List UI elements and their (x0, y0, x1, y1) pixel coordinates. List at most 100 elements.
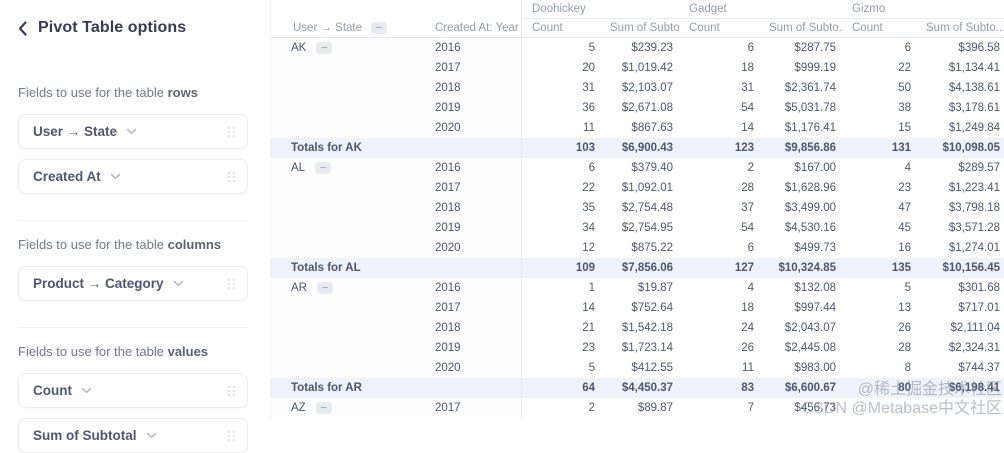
drag-handle-icon[interactable] (228, 385, 235, 396)
totals-value-cell[interactable]: $7,856.06 (601, 258, 679, 278)
totals-value-cell[interactable]: $6,198.41 (917, 378, 1004, 398)
row-state-cell[interactable] (271, 218, 401, 238)
totals-value-cell[interactable]: 83 (679, 378, 760, 398)
value-cell[interactable]: $396.58 (958, 42, 1000, 54)
collapse-icon[interactable]: – (315, 162, 332, 174)
value-cell[interactable]: 6 (747, 42, 754, 54)
row-year-cell[interactable]: 2019 (401, 338, 521, 358)
value-cell[interactable]: $2,445.08 (784, 342, 836, 354)
value-cell[interactable]: 18 (741, 62, 754, 74)
drag-handle-icon[interactable] (228, 278, 235, 289)
value-cell[interactable]: 36 (521, 98, 601, 118)
value-cell[interactable]: 31 (741, 82, 754, 94)
value-cell[interactable]: 47 (898, 202, 911, 214)
totals-value-cell[interactable]: $10,156.45 (917, 258, 1004, 278)
row-year-cell[interactable]: 2017 (401, 58, 521, 78)
value-cell[interactable]: 31 (521, 78, 601, 98)
value-cell[interactable]: $1,176.41 (784, 122, 836, 134)
value-cell[interactable]: 22 (898, 62, 911, 74)
row-year-cell[interactable]: 2016 (401, 278, 521, 298)
totals-label[interactable]: Totals for AK (271, 138, 521, 158)
value-cell[interactable]: 7 (747, 402, 754, 414)
value-cell[interactable]: $867.63 (631, 122, 673, 134)
value-cell[interactable]: $2,103.07 (621, 82, 673, 94)
value-cell[interactable]: $2,043.07 (784, 322, 836, 334)
value-cell[interactable]: 6 (521, 158, 601, 178)
value-cell[interactable]: 26 (898, 322, 911, 334)
value-cell[interactable]: $1,628.96 (784, 182, 836, 194)
value-cell[interactable]: 38 (898, 102, 911, 114)
totals-value-cell[interactable]: 103 (521, 138, 601, 158)
row-state-cell[interactable] (271, 98, 401, 118)
value-cell[interactable]: $1,134.41 (948, 62, 1000, 74)
row-state-cell[interactable]: AR – (271, 278, 401, 298)
row-year-cell[interactable]: 2017 (401, 178, 521, 198)
row-year-cell[interactable]: 2018 (401, 318, 521, 338)
row-state-cell[interactable]: AL – (271, 158, 401, 178)
value-cell[interactable]: 2 (747, 162, 754, 174)
row-year-cell[interactable]: 2020 (401, 238, 521, 258)
value-cell[interactable]: 12 (521, 238, 601, 258)
value-cell[interactable] (917, 398, 1004, 418)
value-cell[interactable]: $983.00 (794, 362, 836, 374)
totals-value-cell[interactable]: 131 (842, 138, 917, 158)
row-state-cell[interactable]: AK – (271, 38, 401, 58)
value-cell[interactable]: $717.01 (958, 302, 1000, 314)
value-cell[interactable]: 8 (904, 362, 911, 374)
row-state-cell[interactable] (271, 358, 401, 378)
value-cell[interactable]: 22 (521, 178, 601, 198)
totals-value-cell[interactable]: 80 (842, 378, 917, 398)
row-year-cell[interactable]: 2017 (401, 298, 521, 318)
value-cell[interactable]: $1,542.18 (621, 322, 673, 334)
value-cell[interactable]: $3,499.00 (784, 202, 836, 214)
value-cell[interactable]: $875.22 (631, 242, 673, 254)
row-year-cell[interactable]: 2018 (401, 78, 521, 98)
value-cell[interactable]: $1,019.42 (621, 62, 673, 74)
row-year-cell[interactable]: 2019 (401, 98, 521, 118)
totals-value-cell[interactable]: 123 (679, 138, 760, 158)
value-cell[interactable]: $2,111.04 (950, 322, 1000, 334)
value-cell[interactable]: 2 (521, 398, 601, 418)
row-header-state[interactable]: User → State – (271, 19, 401, 38)
value-cell[interactable]: $1,274.01 (948, 242, 1000, 254)
totals-value-cell[interactable]: $4,450.37 (601, 378, 679, 398)
value-cell[interactable]: 5 (521, 38, 601, 58)
collapse-icon[interactable]: – (315, 402, 332, 414)
value-cell[interactable]: $997.44 (794, 302, 836, 314)
value-cell[interactable]: 37 (741, 202, 754, 214)
drag-handle-icon[interactable] (228, 430, 235, 441)
value-cell[interactable]: $379.40 (631, 162, 673, 174)
value-cell[interactable]: 18 (741, 302, 754, 314)
row-state-cell[interactable] (271, 58, 401, 78)
field-card-sum-of-subtotal[interactable]: Sum of Subtotal (18, 418, 248, 453)
row-year-cell[interactable]: 2018 (401, 198, 521, 218)
value-cell[interactable]: 15 (898, 122, 911, 134)
value-cell[interactable]: $3,571.28 (948, 222, 1000, 234)
row-state-cell[interactable] (271, 78, 401, 98)
value-cell[interactable]: $4,530.16 (784, 222, 836, 234)
value-cell[interactable]: $5,031.78 (784, 102, 836, 114)
value-cell[interactable]: $2,671.08 (621, 102, 673, 114)
value-cell[interactable]: $456.73 (794, 402, 836, 414)
collapse-icon[interactable]: – (316, 42, 333, 54)
field-card-count[interactable]: Count (18, 373, 248, 408)
value-cell[interactable]: 14 (521, 298, 601, 318)
value-cell[interactable]: 50 (898, 82, 911, 94)
row-state-cell[interactable] (271, 198, 401, 218)
value-cell[interactable]: $412.55 (631, 362, 673, 374)
value-cell[interactable]: 35 (521, 198, 601, 218)
totals-value-cell[interactable]: $6,900.43 (601, 138, 679, 158)
value-cell[interactable]: $287.75 (794, 42, 836, 54)
back-button[interactable] (18, 20, 27, 36)
drag-handle-icon[interactable] (228, 126, 235, 137)
value-cell[interactable]: 45 (898, 222, 911, 234)
value-cell[interactable]: 11 (742, 362, 754, 374)
value-cell[interactable]: $2,754.95 (621, 222, 673, 234)
value-cell[interactable]: $2,754.48 (621, 202, 673, 214)
row-state-cell[interactable] (271, 118, 401, 138)
value-cell[interactable]: 23 (521, 338, 601, 358)
value-cell[interactable]: $2,324.31 (948, 342, 1000, 354)
row-state-cell[interactable]: AZ – (271, 398, 401, 418)
value-cell[interactable]: 26 (741, 342, 754, 354)
value-cell[interactable]: 28 (898, 342, 911, 354)
